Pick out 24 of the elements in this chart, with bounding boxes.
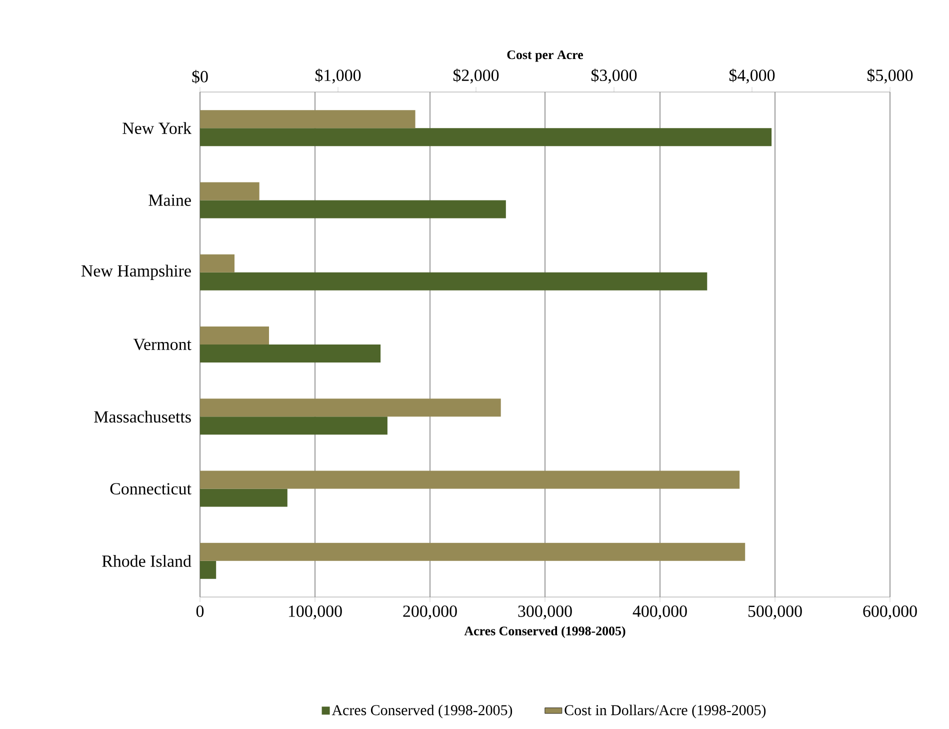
y-tick-label: Maine <box>148 194 191 206</box>
x-axis-title: Acres Conserved (1998-2005) <box>464 626 626 638</box>
x-tick-label: 600,000 <box>863 606 917 620</box>
x2-tick-label: $2,000 <box>453 68 499 84</box>
y-tick-label: Vermont <box>133 338 192 350</box>
x-tick-label: 400,000 <box>632 606 687 620</box>
x-tick-label: 0 <box>196 606 204 617</box>
x-tick-label: 100,000 <box>288 606 342 620</box>
x-tick-label: 300,000 <box>518 606 572 620</box>
y-tick-label: Rhode Island <box>102 554 192 567</box>
y-tick-label: Massachusetts <box>94 410 191 423</box>
x2-tick-label: $1,000 <box>315 68 361 84</box>
x2-axis-title: Cost per Acre <box>507 50 584 62</box>
legend-label: Cost in Dollars/Acre (1998-2005) <box>564 704 766 718</box>
x2-tick-label: $3,000 <box>591 68 637 84</box>
legend-label: Acres Conserved (1998-2005) <box>332 704 512 718</box>
y-tick-label: New York <box>122 122 192 134</box>
x2-tick-label: $0 <box>192 70 208 84</box>
x-tick-label: 500,000 <box>748 606 802 620</box>
x2-tick-label: $5,000 <box>867 68 913 84</box>
x2-tick-label: $4,000 <box>729 68 775 84</box>
x-tick-label: 200,000 <box>403 606 457 620</box>
y-tick-label: New Hampshire <box>81 264 191 280</box>
y-tick-label: Connecticut <box>110 483 192 494</box>
